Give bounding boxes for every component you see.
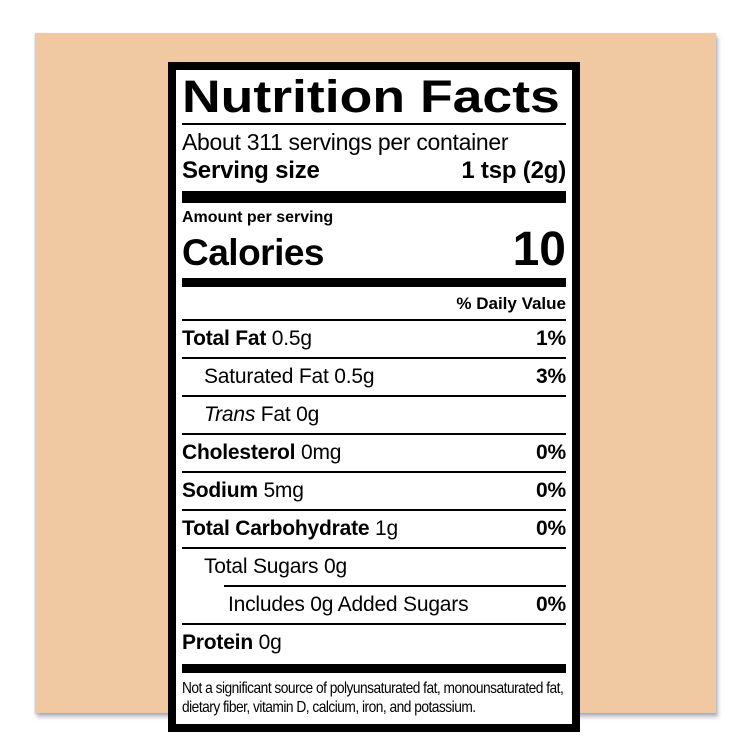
nutrient-row-cholesterol: Cholesterol 0mg 0%: [182, 433, 566, 471]
nutrient-dv: 0%: [536, 593, 566, 616]
nutrient-row-sodium: Sodium 5mg 0%: [182, 471, 566, 509]
servings-per-container: About 311 servings per container: [182, 129, 509, 155]
footnote-text: Not a significant source of polyunsatura…: [182, 680, 564, 716]
nutrient-row-saturated-fat: Saturated Fat 0.5g 3%: [182, 357, 566, 395]
calories-value: 10: [512, 223, 566, 276]
nutrient-amount: 1g: [375, 517, 398, 540]
nutrient-row-total-fat: Total Fat 0.5g 1%: [182, 319, 566, 357]
nutrient-dv: 0%: [536, 517, 566, 540]
nutrient-name-italic: Trans: [204, 403, 256, 426]
nutrient-row-added-sugars: Includes 0g Added Sugars 0%: [182, 587, 566, 623]
nutrient-dv: 1%: [536, 327, 566, 350]
footnote-divider-bar: [182, 664, 566, 673]
nutrient-amount: 0.5g: [271, 327, 312, 350]
nutrient-name: Sodium: [182, 479, 258, 502]
calories-row: Calories 10: [182, 223, 566, 276]
nutrient-name: Includes 0g Added Sugars: [228, 593, 469, 616]
nutrient-amount: 5mg: [263, 479, 304, 502]
footnote: Not a significant source of polyunsatura…: [182, 679, 566, 717]
nutrient-amount: 0g: [258, 631, 282, 654]
nutrient-row-protein: Protein 0g: [182, 623, 566, 661]
nutrient-row-trans-fat: Trans Fat 0g: [182, 395, 566, 433]
serving-size-label: Serving size: [182, 157, 320, 184]
nutrient-dv: 0%: [536, 441, 566, 464]
nutrient-dv: 0%: [536, 479, 566, 502]
nutrient-amount: 0mg: [300, 441, 342, 464]
nutrient-name: Total Fat: [182, 327, 267, 350]
calories-label: Calories: [182, 232, 325, 273]
nutrient-name: Saturated Fat: [204, 365, 329, 388]
nutrient-name: Fat: [260, 403, 291, 426]
medium-divider-bar: [182, 278, 566, 287]
serving-size-row: Serving size 1 tsp (2g): [182, 156, 566, 186]
product-image-card: Nutrition Facts About 311 servings per c…: [35, 33, 716, 732]
nutrient-name: Total Carbohydrate: [182, 517, 370, 540]
thick-divider-bar-top: [182, 191, 566, 203]
amount-per-serving-label: Amount per serving: [182, 209, 334, 226]
title-rule: [182, 123, 566, 125]
label-title: Nutrition Facts: [182, 71, 560, 122]
nutrient-name: Protein: [182, 631, 253, 654]
nutrient-amount: 0.5g: [334, 365, 375, 388]
nutrient-row-total-sugars: Total Sugars 0g: [182, 547, 566, 585]
nutrition-facts-label: Nutrition Facts About 311 servings per c…: [168, 62, 580, 732]
nutrient-dv: 3%: [536, 365, 566, 388]
nutrient-row-total-carbohydrate: Total Carbohydrate 1g 0%: [182, 509, 566, 547]
nutrient-name: Total Sugars: [204, 555, 319, 578]
nutrient-amount: 0g: [323, 555, 347, 578]
serving-size-value: 1 tsp (2g): [461, 157, 566, 184]
nutrient-name: Cholesterol: [182, 441, 296, 464]
indented-divider: [224, 585, 566, 587]
nutrient-amount: 0g: [296, 403, 320, 426]
daily-value-header: % Daily Value: [456, 294, 566, 313]
